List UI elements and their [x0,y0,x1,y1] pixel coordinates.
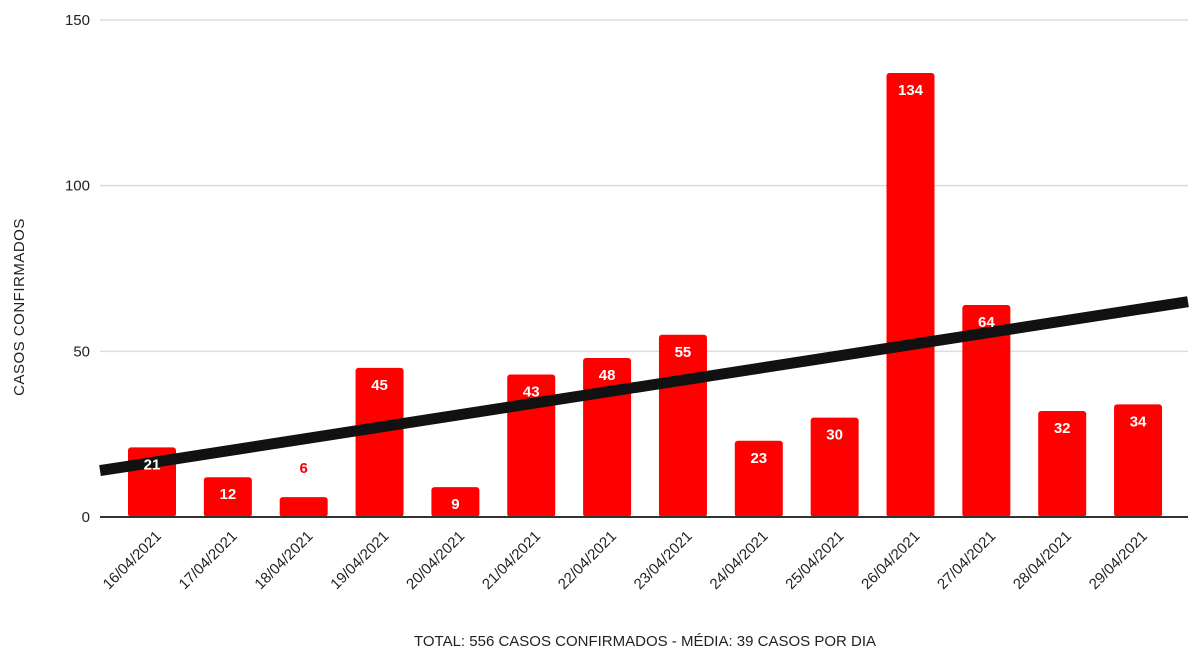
x-axis-ticks: 16/04/2021 17/04/2021 18/04/2021 19/04/2021… [100,528,1151,593]
y-tick-label-0: 0 [82,509,90,526]
x-axis-title: TOTAL: 556 CASOS CONFIRMADOS - MÉDIA: 39… [414,633,876,650]
data-label-24/04/2021: 23 [750,450,767,467]
x-tick-label-25/04/2021: 25/04/2021 [782,528,847,593]
bar-29/04/2021 [1114,404,1163,517]
x-tick-label-17/04/2021: 17/04/2021 [176,528,241,593]
x-tick-label-22/04/2021: 22/04/2021 [555,528,620,593]
x-tick-label-18/04/2021: 18/04/2021 [251,528,316,593]
data-label-21/04/2021: 43 [523,384,540,401]
x-tick-label-23/04/2021: 23/04/2021 [631,528,696,593]
gridlines [100,19,1188,353]
x-tick-label-29/04/2021: 29/04/2021 [1086,528,1151,593]
data-label-17/04/2021: 12 [220,486,237,503]
bar-23/04/2021 [658,334,707,517]
trendline [99,296,1189,477]
x-tick-label-28/04/2021: 28/04/2021 [1010,528,1075,593]
data-label-23/04/2021: 55 [675,344,692,361]
x-tick-label-20/04/2021: 20/04/2021 [403,528,468,593]
bar-27/04/2021 [962,304,1011,517]
x-tick-label-19/04/2021: 19/04/2021 [327,528,392,593]
bar-26/04/2021 [886,73,935,517]
y-tick-label-50: 50 [73,343,90,360]
trendline-group [99,296,1189,477]
bar-25/04/2021 [810,417,859,517]
y-tick-label-100: 100 [65,178,90,195]
bars [128,73,1163,517]
bar-19/04/2021 [355,367,404,517]
bar-18/04/2021 [279,497,328,517]
data-label-25/04/2021: 30 [826,427,843,444]
bar-20/04/2021 [431,487,480,517]
data-label-22/04/2021: 48 [599,367,616,384]
y-axis-ticks: 0 50 100 150 [65,12,90,526]
x-tick-label-24/04/2021: 24/04/2021 [707,528,772,593]
bar-17/04/2021 [203,477,252,517]
data-label-28/04/2021: 32 [1054,420,1071,437]
data-label-26/04/2021: 134 [898,82,924,99]
bar-28/04/2021 [1038,410,1087,517]
data-labels: 21 12 6 45 9 43 48 55 23 30 134 64 32 34 [144,82,1147,513]
y-axis-title: CASOS CONFIRMADOS [11,218,28,396]
data-label-16/04/2021: 21 [144,456,161,473]
x-tick-label-16/04/2021: 16/04/2021 [100,528,165,593]
data-label-18/04/2021: 6 [300,460,308,477]
bar-24/04/2021 [734,440,783,517]
x-tick-label-21/04/2021: 21/04/2021 [479,528,544,593]
data-label-29/04/2021: 34 [1130,413,1147,430]
data-label-20/04/2021: 9 [451,496,459,513]
y-tick-label-150: 150 [65,12,90,29]
x-tick-label-27/04/2021: 27/04/2021 [934,528,999,593]
x-tick-label-26/04/2021: 26/04/2021 [858,528,923,593]
data-label-19/04/2021: 45 [371,377,388,394]
data-label-27/04/2021: 64 [978,314,995,331]
